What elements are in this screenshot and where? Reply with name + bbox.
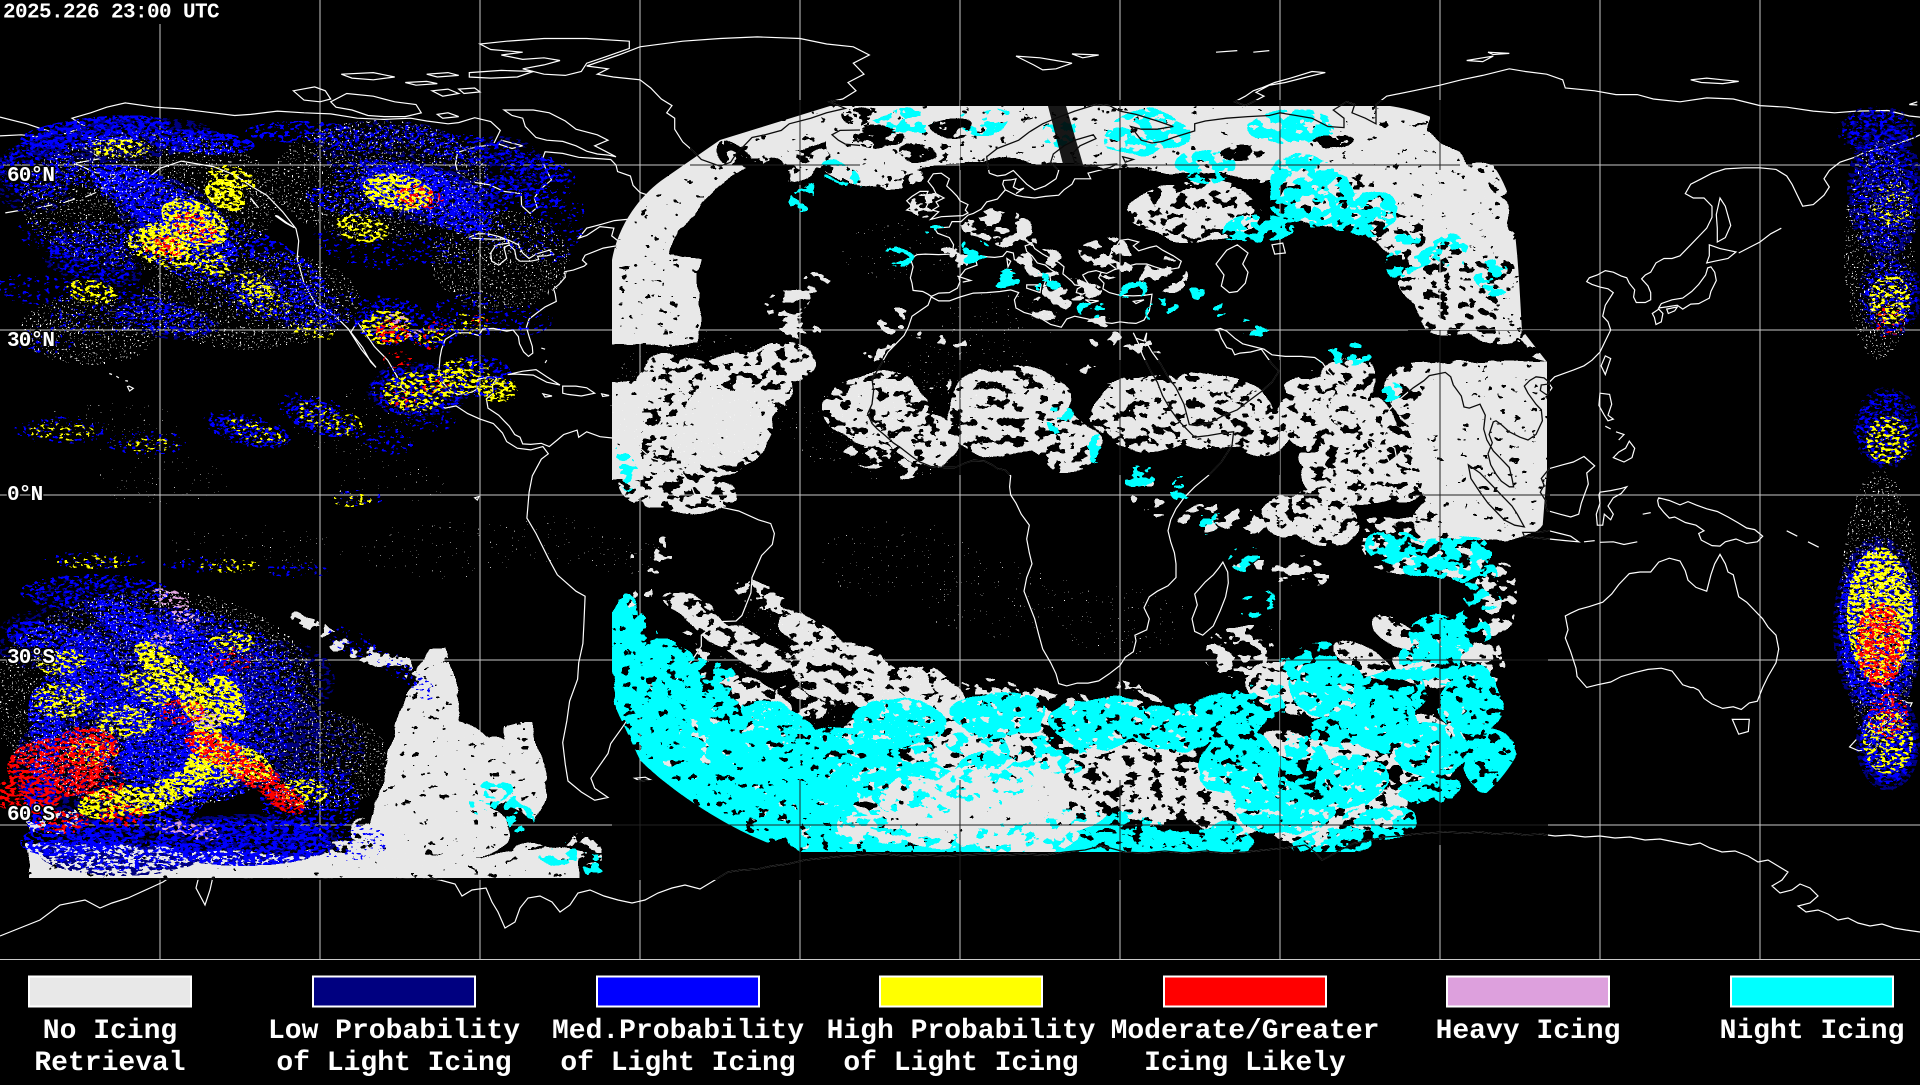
- svg-text:Night Icing: Night Icing: [1720, 1016, 1905, 1047]
- svg-text:No Icing: No Icing: [43, 1016, 177, 1047]
- svg-text:Heavy Icing: Heavy Icing: [1436, 1016, 1621, 1047]
- svg-text:of Light Icing: of Light Icing: [843, 1048, 1078, 1079]
- svg-text:30°N: 30°N: [7, 330, 54, 353]
- svg-text:30°S: 30°S: [7, 647, 54, 670]
- svg-text:of Light Icing: of Light Icing: [276, 1048, 511, 1079]
- svg-text:60°N: 60°N: [7, 165, 54, 188]
- svg-text:Low Probability: Low Probability: [268, 1016, 520, 1047]
- svg-text:0°N: 0°N: [7, 484, 43, 507]
- svg-text:Icing Likely: Icing Likely: [1144, 1048, 1346, 1079]
- svg-text:Med.Probability: Med.Probability: [552, 1016, 804, 1047]
- svg-text:60°S: 60°S: [7, 804, 54, 827]
- svg-text:Retrieval: Retrieval: [34, 1048, 185, 1079]
- svg-text:2025.226 23:00 UTC: 2025.226 23:00 UTC: [3, 2, 220, 25]
- svg-text:of Light Icing: of Light Icing: [560, 1048, 795, 1079]
- svg-text:High Probability: High Probability: [827, 1016, 1096, 1047]
- svg-text:Moderate/Greater: Moderate/Greater: [1111, 1016, 1380, 1047]
